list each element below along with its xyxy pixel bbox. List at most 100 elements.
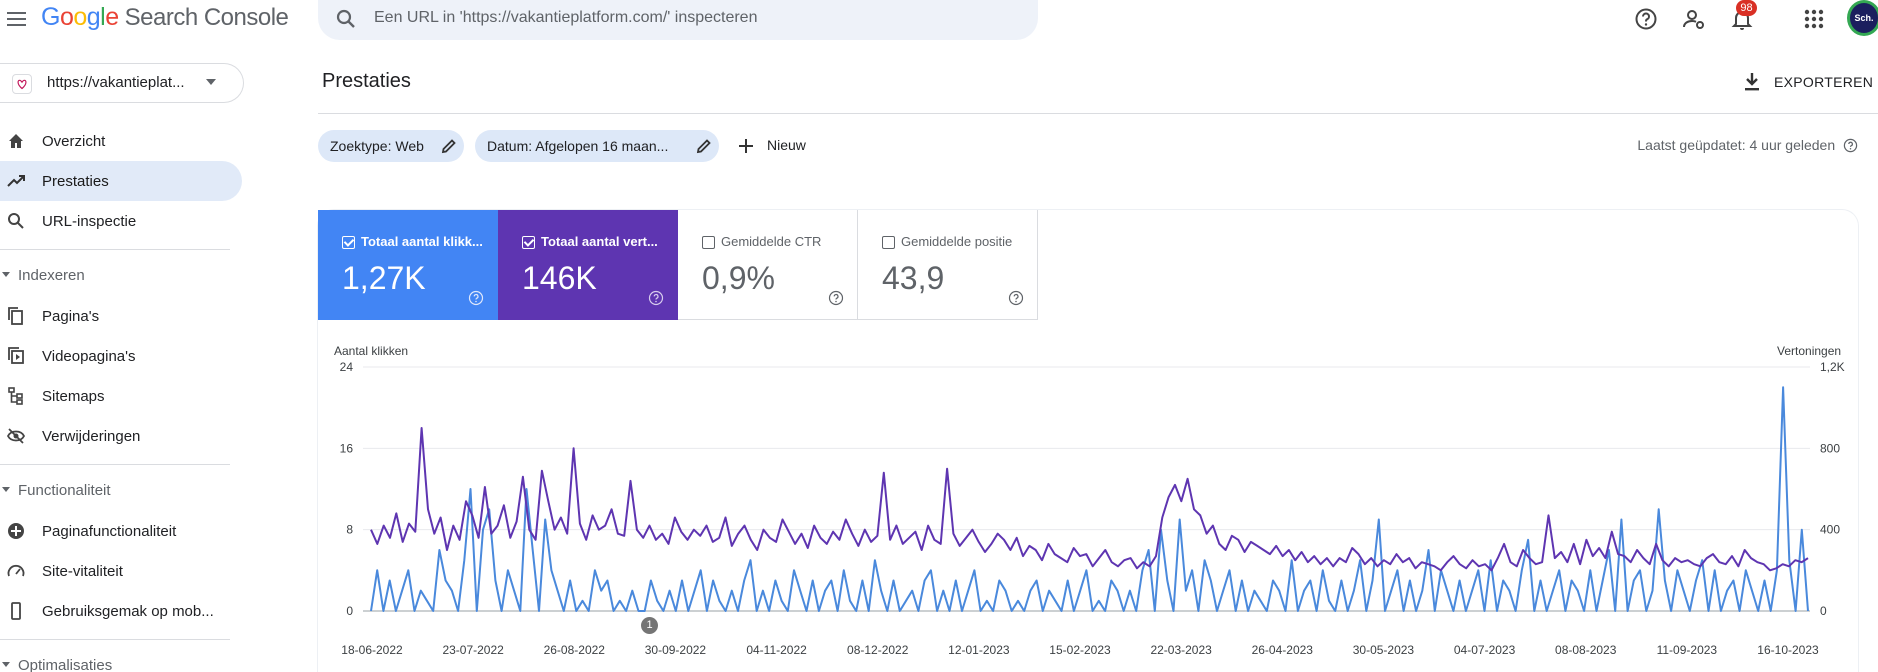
page-experience-icon: [8, 523, 24, 539]
x-tick-label: 11-09-2023: [1657, 643, 1718, 657]
search-input[interactable]: [374, 4, 1014, 32]
left-tick-label: 24: [340, 360, 354, 374]
avatar[interactable]: Sch.: [1847, 0, 1878, 36]
x-tick-label: 18-06-2022: [341, 643, 403, 657]
sidebar-item-prestaties[interactable]: Prestaties: [0, 161, 242, 201]
right-tick-label: 0: [1820, 604, 1827, 618]
removals-icon: [6, 428, 26, 444]
metric-total-impressions[interactable]: Totaal aantal vert... 146K: [498, 210, 678, 320]
metric-value: 1,27K: [342, 260, 426, 296]
logo[interactable]: Google Search Console: [41, 3, 289, 32]
sidebar-item-gebruiksgemak[interactable]: Gebruiksgemak op mob...: [0, 591, 242, 631]
sidebar-section-functionaliteit[interactable]: Functionaliteit: [0, 475, 230, 505]
section-title: Optimalisaties: [18, 657, 113, 672]
sitemap-icon: [8, 387, 23, 405]
right-tick-label: 1,2K: [1820, 360, 1845, 374]
edit-icon[interactable]: [695, 137, 713, 155]
metric-checkbox[interactable]: [522, 236, 535, 249]
logo-letter: o: [73, 3, 87, 31]
filter-label: Datum: Afgelopen 16 maan...: [487, 138, 669, 154]
x-tick-label: 26-08-2022: [544, 643, 606, 657]
filter-label: Zoektype: Web: [330, 138, 424, 154]
page-title: Prestaties: [322, 70, 411, 92]
sidebar-item-paginafunctionaliteit[interactable]: Paginafunctionaliteit: [0, 511, 242, 551]
metric-value: 146K: [522, 260, 597, 296]
help-icon[interactable]: [828, 290, 844, 306]
sidebar-section-optimalisaties[interactable]: Optimalisaties: [0, 650, 230, 672]
property-url: https://vakantieplat...: [47, 74, 185, 91]
help-icon[interactable]: [648, 290, 664, 306]
sidebar-item-label: Sitemaps: [42, 388, 105, 405]
x-tick-label: 15-02-2023: [1049, 643, 1111, 657]
left-tick-label: 0: [346, 604, 353, 618]
logo-letter: l: [100, 3, 106, 31]
help-icon[interactable]: [1843, 138, 1858, 153]
x-tick-label: 04-11-2022: [746, 643, 807, 657]
manage-users-icon[interactable]: [1680, 5, 1708, 33]
search-icon: [336, 9, 355, 28]
sidebar-divider: [0, 639, 230, 640]
sidebar-item-url-inspectie[interactable]: URL-inspectie: [0, 201, 242, 241]
logo-letter: o: [59, 3, 74, 31]
video-pages-icon: [8, 347, 24, 364]
sidebar-divider: [0, 249, 230, 250]
chevron-down-icon: [2, 487, 10, 492]
sidebar-item-overzicht[interactable]: Overzicht: [0, 121, 242, 161]
right-tick-label: 800: [1820, 441, 1840, 455]
x-tick-label: 12-01-2023: [948, 643, 1010, 657]
last-updated: Laatst geüpdatet: 4 uur geleden: [1637, 137, 1858, 153]
metric-label: Gemiddelde CTR: [721, 234, 822, 249]
pages-icon: [8, 307, 23, 325]
x-tick-label: 23-07-2022: [442, 643, 504, 657]
home-icon: [9, 134, 23, 148]
metric-average-ctr[interactable]: Gemiddelde CTR 0,9%: [678, 210, 858, 320]
mobile-icon: [11, 602, 21, 620]
metric-checkbox[interactable]: [342, 236, 355, 249]
x-tick-label: 08-12-2022: [847, 643, 909, 657]
sidebar-section-indexeren[interactable]: Indexeren: [0, 260, 230, 290]
x-tick-label: 30-05-2023: [1353, 643, 1415, 657]
performance-chart[interactable]: 24 1,2K 16 800 8 400 0 0 18-06-2022 23-07-2022 26-…: [318, 355, 1878, 672]
sidebar-item-label: Overzicht: [42, 133, 106, 150]
logo-letter: g: [86, 3, 101, 31]
chevron-down-icon: [2, 272, 10, 277]
logo-letter: e: [105, 3, 119, 31]
sidebar-item-label: Site-vitaliteit: [42, 563, 123, 580]
chart-annotation-marker[interactable]: 1: [641, 617, 658, 634]
sidebar-item-site-vitaliteit[interactable]: Site-vitaliteit: [0, 551, 242, 591]
edit-icon[interactable]: [440, 137, 458, 155]
chevron-down-icon: [2, 662, 10, 667]
metric-value: 43,9: [882, 260, 945, 296]
help-icon[interactable]: [468, 290, 484, 306]
metric-total-clicks[interactable]: Totaal aantal klikk... 1,27K: [318, 210, 498, 320]
metric-checkbox[interactable]: [882, 236, 895, 249]
impressions-series-line: [370, 427, 1809, 572]
sidebar-item-label: Paginafunctionaliteit: [42, 523, 177, 540]
filter-chip-search-type[interactable]: Zoektype: Web: [318, 130, 464, 162]
x-tick-label: 22-03-2023: [1150, 643, 1212, 657]
left-axis-title: Aantal klikken: [334, 344, 409, 358]
sidebar-item-label: Gebruiksgemak op mob...: [42, 603, 214, 620]
right-axis-title: Vertoningen: [1777, 344, 1842, 358]
metric-label: Totaal aantal vert...: [541, 234, 658, 249]
search-icon: [8, 213, 24, 229]
section-title: Indexeren: [18, 267, 85, 284]
new-filter-label: Nieuw: [767, 137, 806, 153]
sidebar-item-verwijderingen[interactable]: Verwijderingen: [0, 416, 242, 456]
logo-letter: G: [41, 3, 60, 31]
metric-checkbox[interactable]: [702, 236, 715, 249]
metric-average-position[interactable]: Gemiddelde positie 43,9: [858, 210, 1038, 320]
sidebar-item-sitemaps[interactable]: Sitemaps: [0, 376, 242, 416]
sidebar-item-paginas[interactable]: Pagina's: [0, 296, 242, 336]
property-selector[interactable]: https://vakantieplat...: [0, 63, 244, 103]
help-icon[interactable]: [1632, 5, 1660, 33]
filter-chip-date[interactable]: Datum: Afgelopen 16 maan...: [475, 130, 719, 162]
menu-icon[interactable]: [4, 6, 30, 32]
right-tick-label: 400: [1820, 523, 1840, 537]
export-label: EXPORTEREN: [1774, 74, 1874, 90]
apps-grid-icon[interactable]: [1800, 5, 1828, 33]
help-icon[interactable]: [1008, 290, 1024, 306]
metric-value: 0,9%: [702, 260, 775, 296]
sidebar-item-videopaginas[interactable]: Videopagina's: [0, 336, 242, 376]
